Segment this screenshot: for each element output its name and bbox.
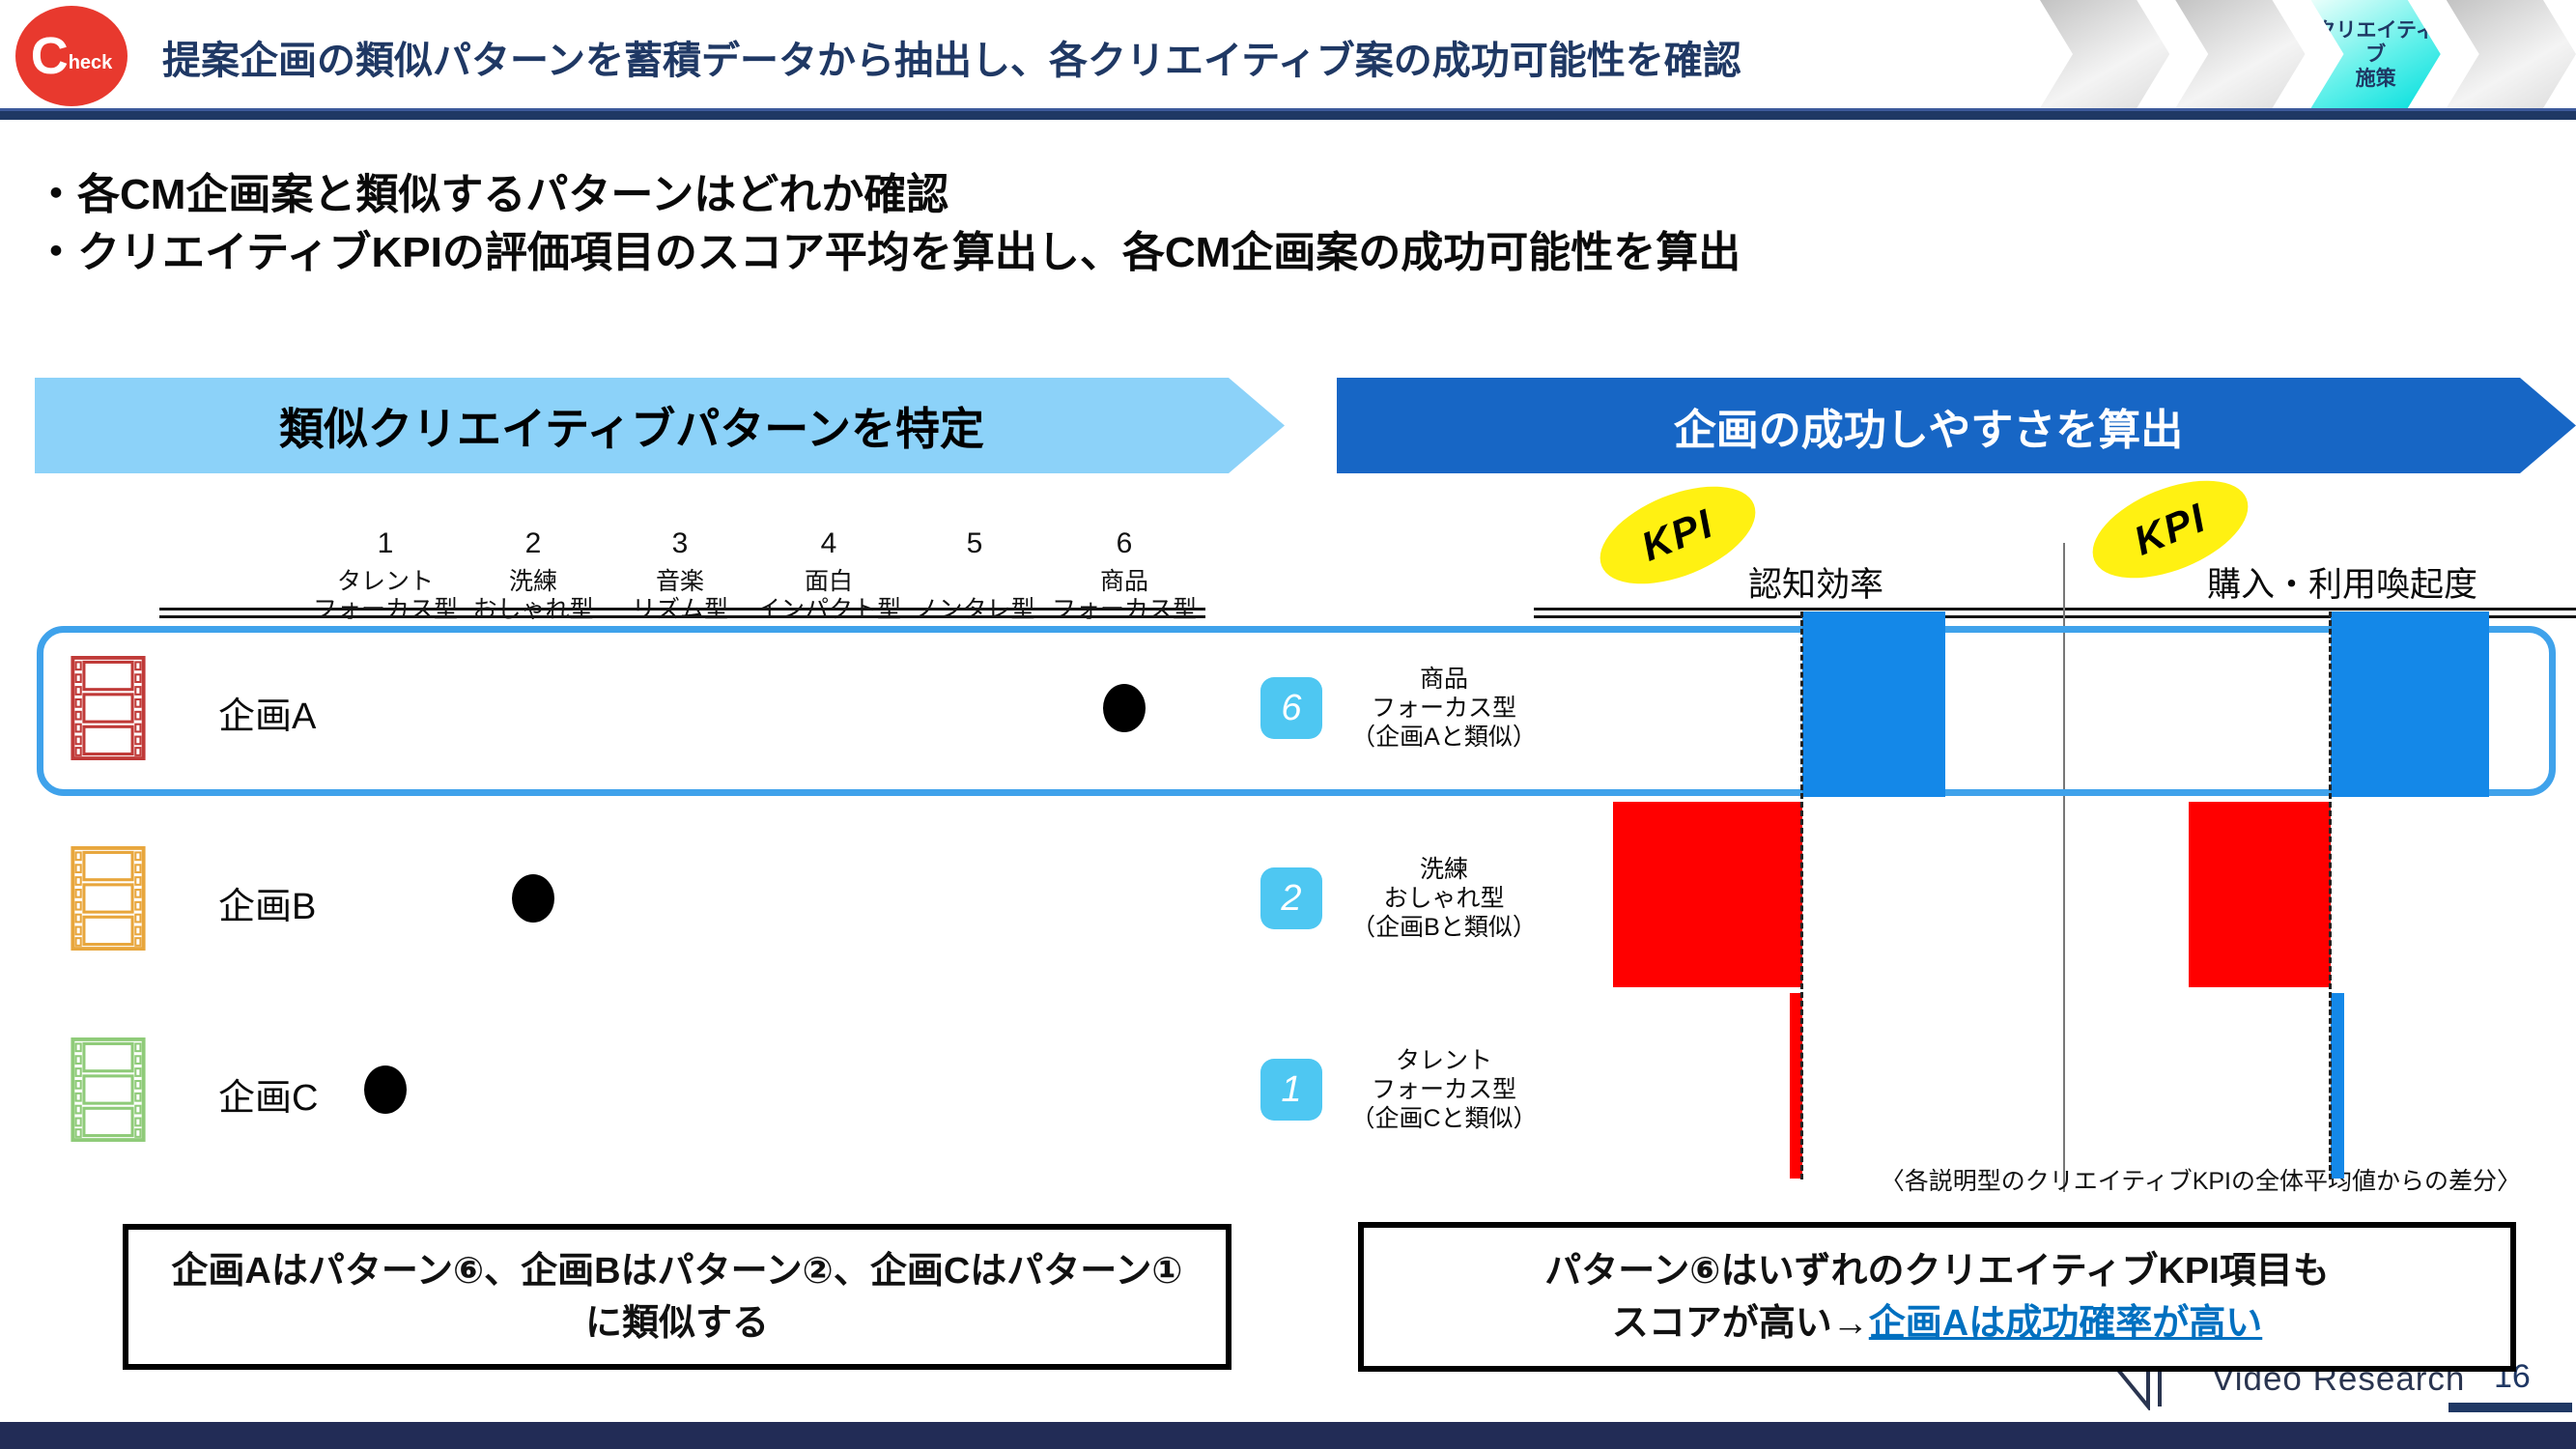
film-icon-plan-c — [71, 1037, 146, 1142]
pattern-badge-2: 2 — [1260, 867, 1322, 929]
pattern-column-num: 6 — [1116, 527, 1133, 559]
row-label-plan-b: 企画B — [218, 887, 317, 927]
summary-left-line1: 企画Aはパターン⑥、企画Bはパターン②、企画Cはパターン① — [171, 1250, 1183, 1292]
matched-pattern-plan-b: 洗練 おしゃれ型 （企画Bと類似） — [1351, 856, 1537, 941]
bullet-1: ・各CM企画案と類似するパターンはどれか確認 — [35, 171, 949, 218]
chart-divider-line — [2063, 543, 2065, 1192]
matrix-axis-line — [159, 608, 1205, 618]
chart-title-awareness: 認知効率 — [1747, 566, 1883, 604]
process-step-2 — [2175, 0, 2305, 108]
summary-right-line2: スコアが高い→企画Aは成功確率が高い — [1612, 1297, 2262, 1350]
chart-footnote: 〈各説明型のクリエイティブKPIの全体平均値からの差分〉 — [1880, 1168, 2521, 1195]
success-link-text[interactable]: 企画Aは成功確率が高い — [1868, 1302, 2263, 1344]
pattern-column-num: 2 — [524, 527, 542, 559]
header-divider — [0, 108, 2576, 120]
row-label-plan-a: 企画A — [218, 696, 317, 737]
process-step-4 — [2447, 0, 2576, 108]
summary-right-line1: パターン⑥はいずれのクリエイティブKPI項目も — [1544, 1250, 2330, 1292]
plan-a-highlight-box — [37, 626, 2556, 796]
pattern-column-6: 6 商品 フォーカス型 — [1018, 527, 1231, 624]
row-label-plan-c: 企画C — [218, 1078, 319, 1119]
kpi-bar — [2331, 611, 2489, 797]
pattern-dot — [364, 1065, 407, 1114]
pattern-column-num: 5 — [966, 527, 983, 559]
banner-calc-success: 企画の成功しやすさを算出 — [1337, 378, 2576, 473]
process-step-label: クリエイティブ 施策 — [2315, 18, 2436, 90]
film-icon-plan-b — [71, 846, 146, 951]
pattern-dot — [512, 874, 554, 923]
process-step-1 — [2040, 0, 2169, 108]
summary-box-success: パターン⑥はいずれのクリエイティブKPI項目も スコアが高い→企画Aは成功確率が… — [1358, 1222, 2516, 1372]
kpi-bar — [2331, 993, 2344, 1179]
chart-title-purchase: 購入・利用喚起度 — [2206, 566, 2477, 604]
check-badge-letter: C — [30, 27, 69, 85]
kpi-bar — [1802, 611, 1945, 797]
matched-pattern-plan-c: タレント フォーカス型 （企画Cと類似） — [1350, 1047, 1538, 1132]
pattern-column-label: 商品 フォーカス型 — [1051, 568, 1197, 623]
pattern-badge-6: 6 — [1260, 677, 1322, 739]
pattern-badge-1: 1 — [1260, 1059, 1322, 1121]
pattern-column-num: 3 — [671, 527, 689, 559]
page-title: 提案企画の類似パターンを蓄積データから抽出し、各クリエイティブ案の成功可能性を確… — [162, 40, 1741, 82]
summary-bullets: ・各CM企画案と類似するパターンはどれか確認 ・クリエイティブKPIの評価項目の… — [35, 166, 1741, 282]
kpi-bar — [1613, 802, 1802, 987]
film-icon-plan-a — [71, 656, 146, 760]
matched-pattern-plan-a: 商品 フォーカス型 （企画Aと類似） — [1351, 666, 1537, 751]
check-badge-rest: heck — [68, 51, 113, 73]
page-number-underline — [2449, 1403, 2572, 1412]
summary-box-patterns: 企画Aはパターン⑥、企画Bはパターン②、企画Cはパターン① に類似する — [123, 1224, 1231, 1370]
pattern-dot — [1103, 684, 1146, 732]
kpi-bar — [2189, 802, 2331, 987]
chart2-baseline — [2329, 611, 2332, 1179]
summary-right-line2-prefix: スコアが高い→ — [1611, 1302, 1869, 1344]
pattern-column-num: 1 — [377, 527, 394, 559]
pattern-column-num: 4 — [820, 527, 837, 559]
kpi-bar — [1790, 993, 1802, 1179]
banner-identify-pattern: 類似クリエイティブパターンを特定 — [35, 378, 1285, 473]
process-step-creative: クリエイティブ 施策 — [2311, 0, 2441, 108]
process-step-nav: クリエイティブ 施策 — [2040, 0, 2576, 108]
bullet-2: ・クリエイティブKPIの評価項目のスコア平均を算出し、各CM企画案の成功可能性を… — [35, 229, 1741, 276]
summary-left-line2: に類似する — [584, 1302, 769, 1344]
footer-bar — [0, 1422, 2576, 1449]
chart1-baseline — [1800, 611, 1803, 1179]
kpi-axis-line — [1534, 608, 2576, 618]
